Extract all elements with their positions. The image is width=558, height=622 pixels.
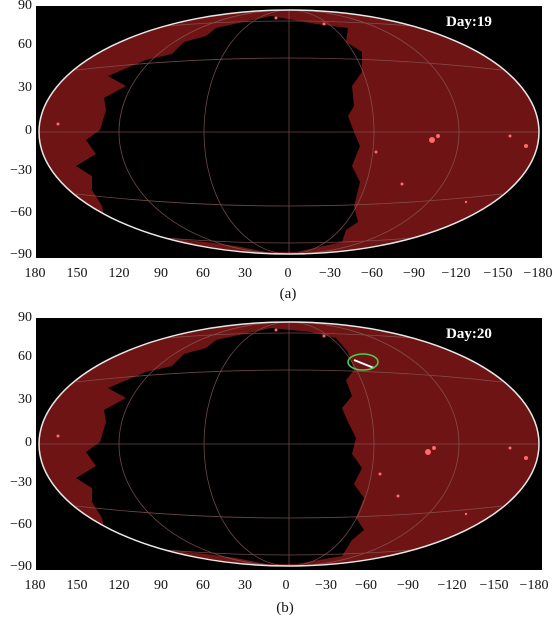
x-tick-label: 120 xyxy=(108,266,130,281)
x-tick-label: 60 xyxy=(196,578,210,593)
y-tick-label: 90 xyxy=(18,310,32,325)
x-tick-label: −90 xyxy=(403,266,425,281)
x-tick-label: −180 xyxy=(523,266,553,281)
x-tick-label: −90 xyxy=(397,578,419,593)
y-tick-label: 90 xyxy=(18,0,32,13)
day-label: Day:19 xyxy=(446,14,492,30)
sky-map-panel-b: Day:20 90 60 30 0 −30 −60 −90 180 150 12… xyxy=(0,310,558,622)
y-tick-label: 60 xyxy=(18,349,32,364)
x-tick-label: −150 xyxy=(479,578,509,593)
transient-highlight xyxy=(347,353,379,371)
x-tick-label: 180 xyxy=(24,578,46,593)
x-tick-label: 30 xyxy=(238,266,252,281)
day-label: Day:20 xyxy=(446,326,492,342)
aitoff-projection-b xyxy=(38,321,540,567)
x-tick-label: −180 xyxy=(519,578,549,593)
y-tick-label: −30 xyxy=(10,163,32,178)
x-tick-label: −30 xyxy=(319,266,341,281)
x-tick-label: 90 xyxy=(154,266,168,281)
x-tick-label: 0 xyxy=(284,266,292,281)
x-tick-label: 90 xyxy=(154,578,168,593)
sky-map-plot-b: Day:20 xyxy=(36,318,542,570)
x-tick-label: 150 xyxy=(66,578,88,593)
y-tick-label: −90 xyxy=(10,247,32,262)
sky-map-plot-a: Day:19 xyxy=(36,6,542,258)
x-tick-label: 120 xyxy=(108,578,130,593)
x-tick-label: −60 xyxy=(361,266,383,281)
x-tick-label: 60 xyxy=(196,266,210,281)
x-tick-label: 0 xyxy=(282,578,290,593)
y-tick-label: 30 xyxy=(18,392,32,407)
x-tick-label: −30 xyxy=(315,578,337,593)
y-tick-label: 0 xyxy=(25,435,32,450)
x-tick-label: 180 xyxy=(24,266,46,281)
x-tick-label: −60 xyxy=(355,578,377,593)
y-tick-label: −60 xyxy=(10,205,32,220)
x-tick-label: 150 xyxy=(66,266,88,281)
panel-caption: (b) xyxy=(276,600,294,616)
y-tick-label: −30 xyxy=(10,475,32,490)
sky-map-panel-a: Day:19 90 60 30 0 −30 −60 −90 180 150 12… xyxy=(0,0,558,306)
y-tick-label: 60 xyxy=(18,37,32,52)
x-tick-label: −150 xyxy=(483,266,513,281)
x-tick-label: −120 xyxy=(437,578,467,593)
y-tick-label: −60 xyxy=(10,517,32,532)
x-tick-label: −120 xyxy=(441,266,471,281)
panel-caption: (a) xyxy=(279,286,297,302)
aitoff-projection-a xyxy=(38,9,540,255)
x-tick-label: 30 xyxy=(238,578,252,593)
y-tick-label: −90 xyxy=(10,559,32,574)
y-tick-label: 30 xyxy=(18,80,32,95)
y-tick-label: 0 xyxy=(25,123,32,138)
